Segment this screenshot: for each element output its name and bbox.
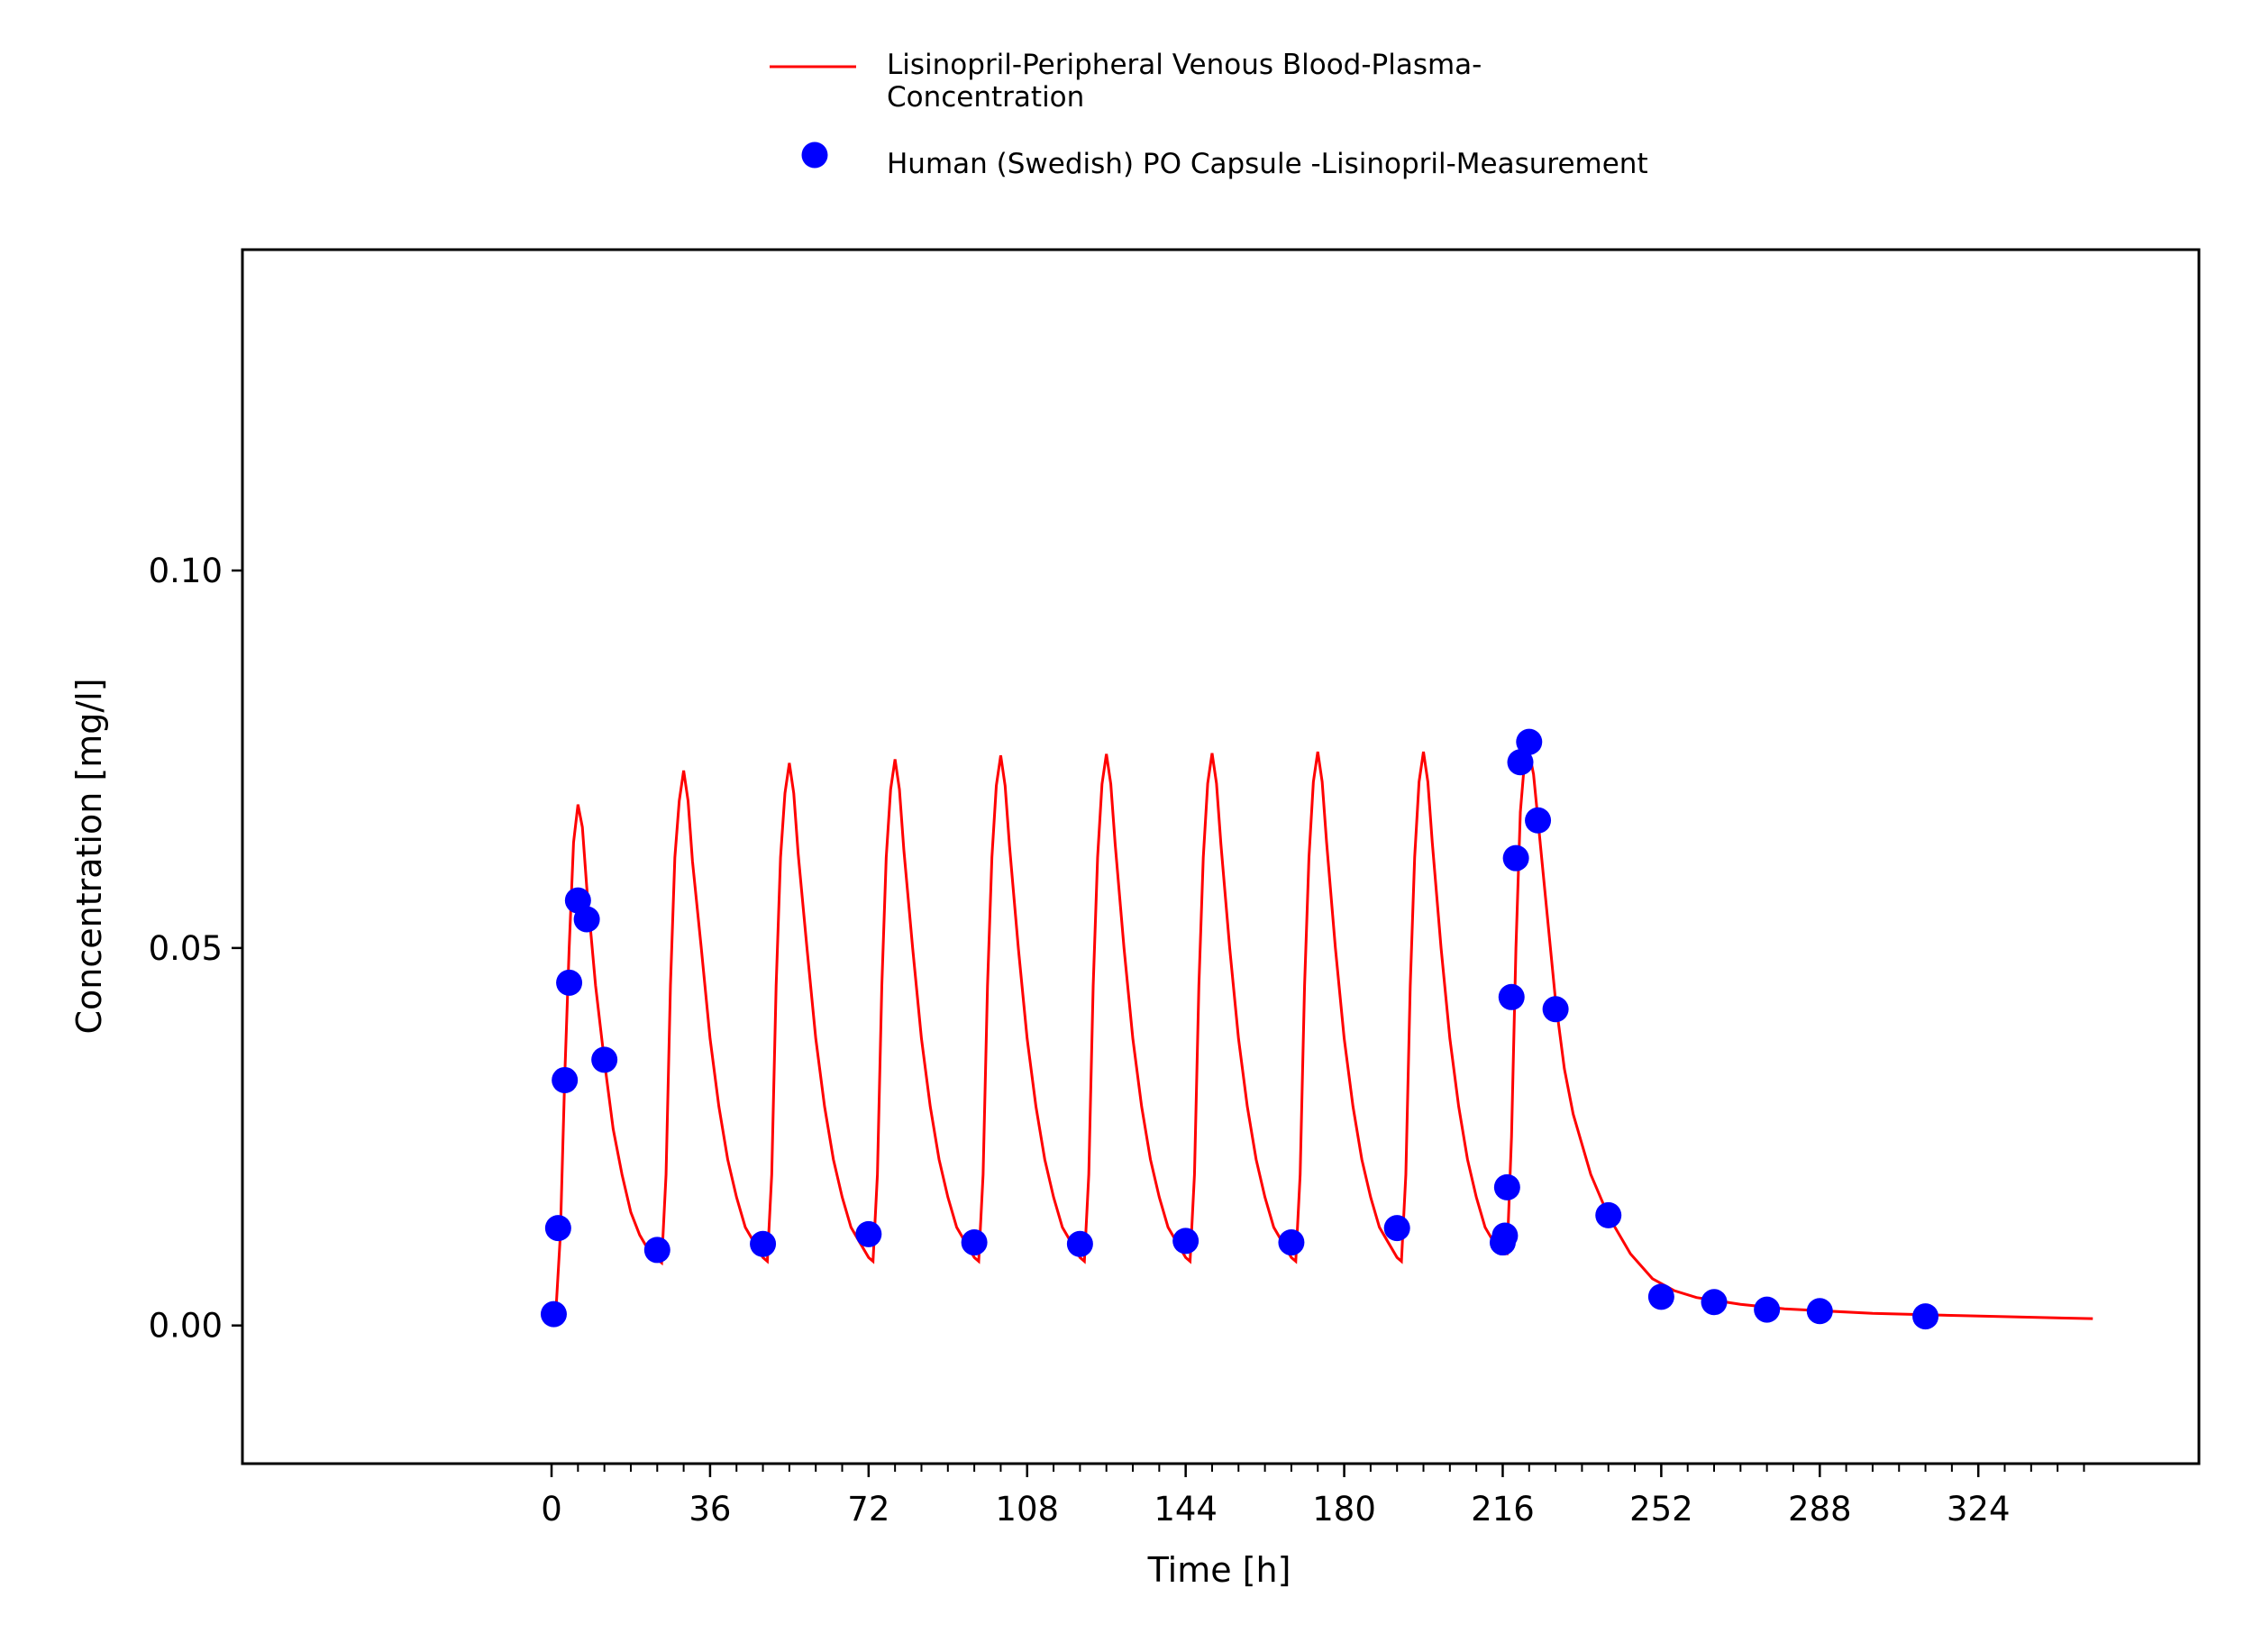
measurement-point	[573, 906, 600, 933]
legend-entry: Human (Swedish) PO Capsule -Lisinopril-M…	[887, 148, 1648, 180]
measurement-point	[1491, 1222, 1519, 1249]
measurement-point	[544, 1215, 571, 1242]
x-tick-label: 180	[1312, 1490, 1376, 1529]
measurement-point	[1278, 1229, 1305, 1256]
measurement-point	[855, 1220, 882, 1247]
x-tick-label: 252	[1629, 1490, 1693, 1529]
measurement-point	[1498, 983, 1525, 1010]
measurement-point	[1066, 1230, 1093, 1257]
x-tick-label: 36	[689, 1490, 731, 1529]
x-tick-label: 216	[1471, 1490, 1535, 1529]
measurement-point	[1172, 1228, 1199, 1255]
x-axis-label: Time [h]	[1147, 1550, 1291, 1590]
y-tick-label: 0.05	[149, 929, 223, 968]
x-tick-label: 288	[1788, 1490, 1852, 1529]
x-tick-label: 0	[541, 1490, 562, 1529]
measurement-point	[1507, 749, 1534, 776]
measurement-point	[552, 1066, 579, 1093]
x-tick-label: 324	[1947, 1490, 2011, 1529]
measurement-point	[1542, 996, 1569, 1023]
measurement-point	[750, 1230, 777, 1257]
measurement-point	[540, 1301, 567, 1328]
measurement-point	[1754, 1296, 1781, 1323]
measurement-point	[1806, 1298, 1833, 1325]
measurement-point	[591, 1046, 618, 1073]
y-tick-label: 0.10	[149, 552, 223, 590]
measurement-point	[1502, 844, 1529, 872]
measurement-point	[1493, 1173, 1520, 1200]
measurement-point	[1516, 728, 1543, 755]
x-tick-label: 72	[847, 1490, 889, 1529]
measurement-point	[1595, 1201, 1622, 1228]
measurement-point	[556, 969, 583, 996]
measurement-point	[643, 1237, 670, 1264]
measurement-point	[1701, 1289, 1728, 1316]
measurement-point	[961, 1229, 988, 1256]
y-axis-label: Concentration [mg/l]	[69, 678, 109, 1034]
measurement-point	[1525, 807, 1552, 834]
x-tick-label: 108	[995, 1490, 1059, 1529]
measurement-point	[1647, 1283, 1674, 1310]
measurement-point	[1383, 1215, 1410, 1242]
legend-marker-swatch	[801, 141, 828, 169]
x-tick-label: 144	[1154, 1490, 1218, 1529]
plot-frame	[241, 248, 2201, 1465]
measurement-point	[1912, 1303, 1939, 1330]
y-tick-label: 0.00	[149, 1307, 223, 1346]
legend-entry: Lisinopril-Peripheral Venous Blood-Plasm…	[887, 49, 1482, 114]
simulation-line	[550, 747, 2093, 1327]
